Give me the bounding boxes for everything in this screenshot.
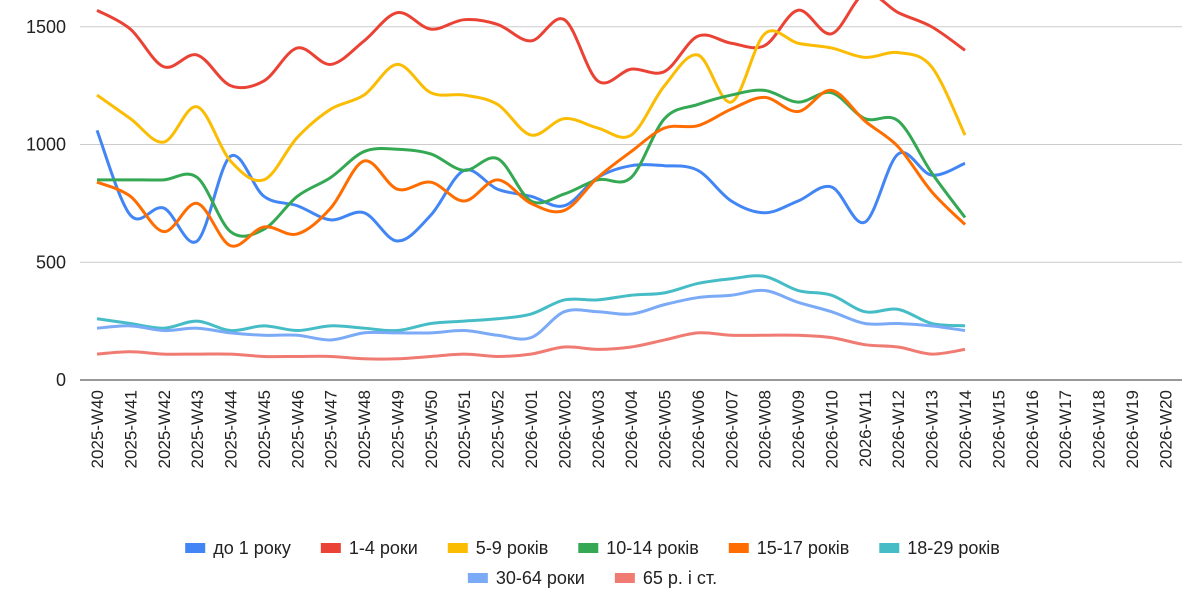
legend-swatch: [879, 543, 900, 553]
legend-label: 10-14 років: [606, 538, 699, 558]
line: [96, 0, 966, 90]
x-tick-label: 2026-W09: [789, 390, 808, 468]
x-tick-label: 2025-W47: [322, 390, 341, 468]
legend-swatch: [467, 573, 488, 583]
x-tick-label: 2026-W13: [923, 390, 942, 468]
x-tick-label: 2025-W51: [455, 390, 474, 468]
legend-swatch: [728, 543, 749, 553]
x-tick-label: 2026-W02: [555, 390, 574, 468]
line: [96, 288, 966, 342]
legend-swatch: [320, 543, 341, 553]
legend-item: 5-9 років: [447, 538, 548, 558]
x-tick-label: 2026-W20: [1156, 390, 1175, 468]
x-tick-label: 2026-W18: [1090, 390, 1109, 468]
legend-item: 30-64 роки: [467, 568, 585, 588]
x-tick-label: 2026-W17: [1056, 390, 1075, 468]
y-tick-label: 500: [36, 252, 66, 272]
y-tick-label: 1000: [26, 135, 66, 155]
x-tick-label: 2025-W42: [155, 390, 174, 468]
x-tick-label: 2026-W06: [689, 390, 708, 468]
x-tick-label: 2025-W49: [388, 390, 407, 468]
legend-swatch: [185, 543, 206, 553]
x-tick-label: 2026-W07: [722, 390, 741, 468]
x-tick-label: 2026-W04: [622, 390, 641, 468]
x-tick-label: 2025-W45: [255, 390, 274, 468]
legend-item: 18-29 років: [879, 538, 1000, 558]
legend-label: 65 р. і ст.: [643, 568, 717, 588]
x-tick-label: 2026-W10: [822, 390, 841, 468]
legend-swatch: [578, 543, 599, 553]
x-tick-label: 2026-W05: [656, 390, 675, 468]
x-tick-label: 2026-W11: [856, 390, 875, 467]
line: [96, 274, 966, 333]
legend-label: 15-17 років: [757, 538, 850, 558]
x-tick-label: 2025-W41: [121, 390, 140, 468]
line: [96, 331, 966, 361]
x-tick-label: 2026-W01: [522, 390, 541, 468]
x-tick-label: 2026-W14: [956, 390, 975, 468]
line: [96, 88, 967, 248]
legend-label: до 1 року: [213, 538, 291, 558]
legend-label: 1-4 роки: [349, 538, 418, 558]
x-tick-label: 2026-W12: [889, 390, 908, 468]
x-tick-label: 2026-W03: [589, 390, 608, 468]
legend-item: 1-4 роки: [320, 538, 418, 558]
legend-item: 15-17 років: [728, 538, 850, 558]
x-tick-label: 2026-W15: [989, 390, 1008, 468]
x-tick-label: 2025-W43: [188, 390, 207, 468]
y-tick-label: 0: [56, 370, 66, 390]
legend-label: 30-64 роки: [496, 568, 585, 588]
legend-item: 10-14 років: [578, 538, 699, 558]
legend-label: 18-29 років: [907, 538, 1000, 558]
x-tick-label: 2025-W50: [422, 390, 441, 468]
x-tick-label: 2025-W48: [355, 390, 374, 468]
x-tick-label: 2025-W40: [88, 390, 107, 468]
x-tick-label: 2025-W44: [222, 390, 241, 468]
x-tick-label: 2025-W46: [288, 390, 307, 468]
legend-item: до 1 року: [185, 538, 291, 558]
x-tick-label: 2026-W08: [756, 390, 775, 468]
legend-swatch: [614, 573, 635, 583]
line: [96, 29, 967, 183]
legend-swatch: [447, 543, 468, 553]
y-tick-label: 1500: [26, 17, 66, 37]
legend-item: 65 р. і ст.: [614, 568, 717, 588]
x-tick-label: 2025-W52: [489, 390, 508, 468]
legend-label: 5-9 років: [476, 538, 548, 558]
x-tick-label: 2026-W16: [1023, 390, 1042, 468]
x-tick-label: 2026-W19: [1123, 390, 1142, 468]
